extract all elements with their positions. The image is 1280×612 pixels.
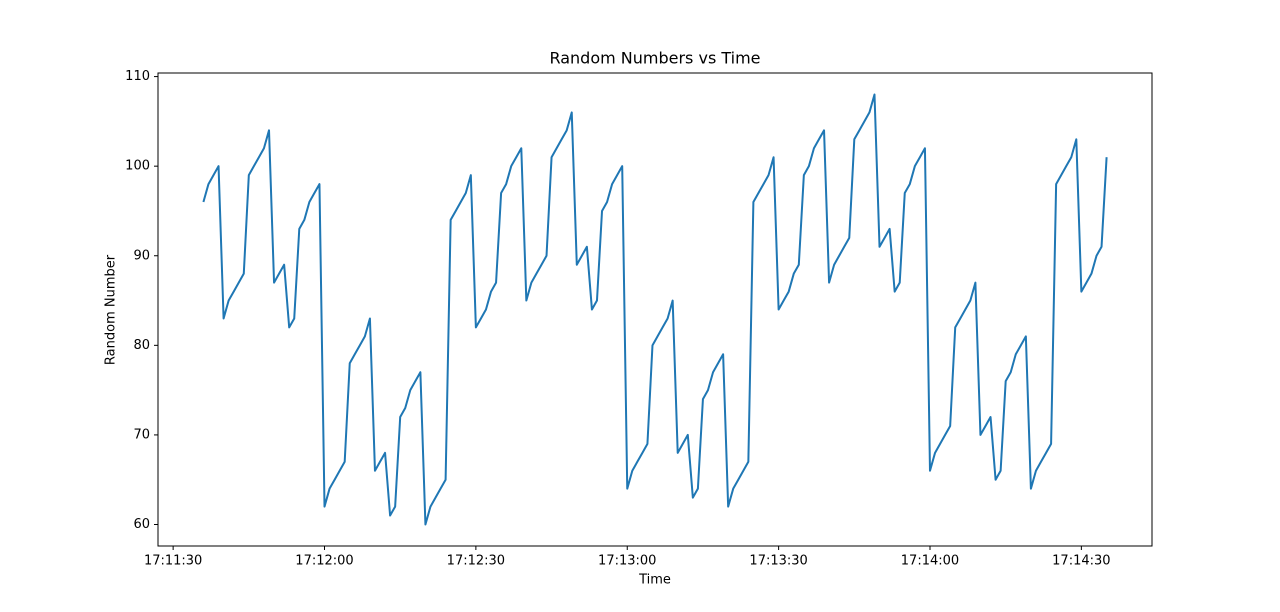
y-axis-label: Random Number xyxy=(104,254,119,365)
x-tick-label: 17:13:00 xyxy=(598,554,656,569)
chart-title: Random Numbers vs Time xyxy=(549,49,760,68)
x-tick-label: 17:14:30 xyxy=(1052,554,1110,569)
x-tick-label: 17:13:30 xyxy=(749,554,807,569)
y-tick-label: 80 xyxy=(133,338,150,353)
x-tick-label: 17:12:00 xyxy=(295,554,353,569)
y-tick-label: 60 xyxy=(133,517,150,532)
y-tick-label: 90 xyxy=(133,248,150,263)
y-tick-label: 100 xyxy=(125,159,150,174)
data-line xyxy=(202,93,1108,526)
x-axis-label: Time xyxy=(638,573,671,588)
x-tick-label: 17:14:00 xyxy=(901,554,959,569)
y-tick-label: 110 xyxy=(125,69,150,84)
x-tick-label: 17:11:30 xyxy=(144,554,202,569)
plot-frame xyxy=(157,72,1153,547)
x-tick-label: 17:12:30 xyxy=(447,554,505,569)
y-tick-label: 70 xyxy=(133,427,150,442)
